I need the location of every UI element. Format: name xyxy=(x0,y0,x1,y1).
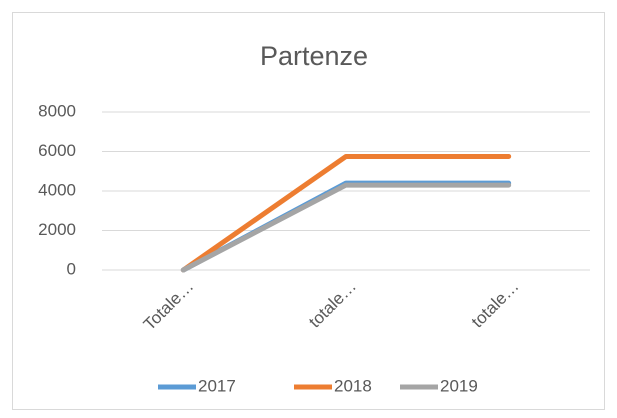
legend-label: 2018 xyxy=(334,376,372,395)
chart-title: Partenze xyxy=(260,41,368,71)
legend-label: 2019 xyxy=(440,376,478,395)
y-tick-label: 2000 xyxy=(38,220,76,239)
chart-border xyxy=(12,12,605,410)
y-tick-label: 8000 xyxy=(38,101,76,120)
series-line xyxy=(180,182,512,273)
y-tick-label: 4000 xyxy=(38,180,76,199)
legend-label: 2017 xyxy=(198,376,236,395)
y-tick-label: 6000 xyxy=(38,141,76,160)
series-line xyxy=(180,153,512,273)
y-tick-label: 0 xyxy=(67,259,76,278)
